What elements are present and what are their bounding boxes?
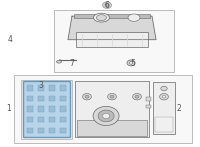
Bar <box>49 106 55 112</box>
Circle shape <box>105 4 109 7</box>
Bar <box>60 117 66 122</box>
Circle shape <box>127 60 135 66</box>
Bar <box>21 80 72 139</box>
Bar <box>60 85 66 91</box>
Bar <box>77 120 147 136</box>
Bar <box>75 81 149 137</box>
Bar <box>60 106 66 112</box>
Text: 1: 1 <box>7 103 11 113</box>
Bar <box>49 117 55 122</box>
Bar <box>60 96 66 101</box>
Bar <box>54 10 174 72</box>
Bar <box>38 106 44 112</box>
Circle shape <box>162 95 166 98</box>
Circle shape <box>110 95 114 98</box>
Ellipse shape <box>57 60 61 63</box>
Text: 5: 5 <box>131 59 135 69</box>
Bar <box>49 127 55 133</box>
Circle shape <box>85 95 89 98</box>
Text: 7: 7 <box>70 59 74 69</box>
Circle shape <box>135 95 139 98</box>
Bar <box>60 127 66 133</box>
Bar <box>27 85 33 91</box>
Bar <box>76 32 148 47</box>
Bar <box>14 75 192 143</box>
Ellipse shape <box>93 13 109 22</box>
Bar <box>155 117 173 132</box>
Bar <box>38 96 44 101</box>
Bar <box>146 97 151 101</box>
Text: 4: 4 <box>8 35 12 44</box>
Text: 2: 2 <box>177 103 181 113</box>
Circle shape <box>98 110 114 122</box>
Bar <box>74 14 150 18</box>
Bar <box>38 85 44 91</box>
Circle shape <box>161 86 167 91</box>
Bar <box>38 117 44 122</box>
Circle shape <box>102 113 110 119</box>
Ellipse shape <box>128 14 140 21</box>
Text: 6: 6 <box>105 1 109 10</box>
Circle shape <box>129 62 133 64</box>
Text: 3: 3 <box>39 81 43 90</box>
Circle shape <box>160 93 168 100</box>
Bar <box>49 85 55 91</box>
Circle shape <box>133 93 141 100</box>
Bar <box>49 96 55 101</box>
Ellipse shape <box>96 15 106 21</box>
Circle shape <box>93 106 119 126</box>
Circle shape <box>103 2 111 8</box>
Bar <box>23 81 70 137</box>
Bar <box>27 117 33 122</box>
Bar <box>146 105 151 108</box>
Bar <box>153 82 175 134</box>
Bar <box>27 106 33 112</box>
Bar <box>38 127 44 133</box>
Circle shape <box>83 93 91 100</box>
Bar <box>27 96 33 101</box>
Polygon shape <box>68 16 156 40</box>
Circle shape <box>108 93 116 100</box>
Bar <box>27 127 33 133</box>
